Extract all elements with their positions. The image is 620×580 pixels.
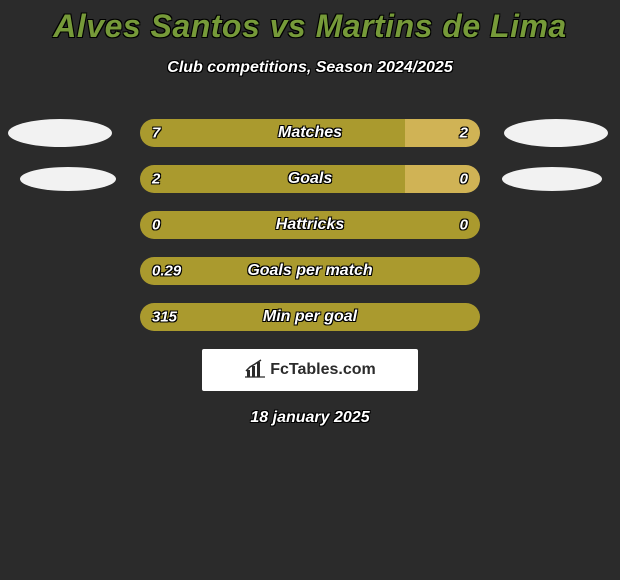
stat-label: Matches: [278, 124, 342, 142]
stat-label: Goals: [288, 170, 332, 188]
stat-label: Hattricks: [276, 216, 344, 234]
stat-value-left: 7: [152, 125, 160, 142]
stat-bar-left: [140, 165, 405, 193]
stat-label: Goals per match: [247, 262, 372, 280]
stat-value-left: 315: [152, 309, 177, 326]
stat-row: 2 0 Goals: [0, 165, 620, 193]
stat-bar-left: [140, 119, 405, 147]
player-avatar-right: [502, 167, 602, 191]
stat-value-left: 0: [152, 217, 160, 234]
stat-bar-right: [405, 119, 480, 147]
logo-box: FcTables.com: [202, 349, 418, 391]
player-avatar-left: [8, 119, 112, 147]
stat-row: 0.29 Goals per match: [0, 257, 620, 285]
comparison-card: Alves Santos vs Martins de Lima Club com…: [0, 0, 620, 580]
stat-label: Min per goal: [263, 308, 357, 326]
bar-chart-icon: [244, 358, 266, 383]
logo-text: FcTables.com: [270, 361, 376, 379]
stat-bar: 0.29 Goals per match: [140, 257, 480, 285]
stat-row: 7 2 Matches: [0, 119, 620, 147]
date-text: 18 january 2025: [0, 409, 620, 427]
stat-bar: 315 Min per goal: [140, 303, 480, 331]
player-avatar-left: [20, 167, 116, 191]
page-title: Alves Santos vs Martins de Lima: [0, 0, 620, 45]
stat-bar: 0 0 Hattricks: [140, 211, 480, 239]
player-avatar-right: [504, 119, 608, 147]
stat-value-right: 0: [460, 171, 468, 188]
stat-bar: 7 2 Matches: [140, 119, 480, 147]
stats-container: 7 2 Matches 2 0 Goals 0 0 Hattricks 0.29 Goals per…: [0, 119, 620, 331]
stat-row: 315 Min per goal: [0, 303, 620, 331]
stat-bar-right: [405, 165, 480, 193]
subtitle: Club competitions, Season 2024/2025: [0, 59, 620, 77]
stat-row: 0 0 Hattricks: [0, 211, 620, 239]
stat-value-right: 0: [460, 217, 468, 234]
stat-bar: 2 0 Goals: [140, 165, 480, 193]
stat-value-left: 2: [152, 171, 160, 188]
stat-value-left: 0.29: [152, 263, 181, 280]
stat-value-right: 2: [460, 125, 468, 142]
